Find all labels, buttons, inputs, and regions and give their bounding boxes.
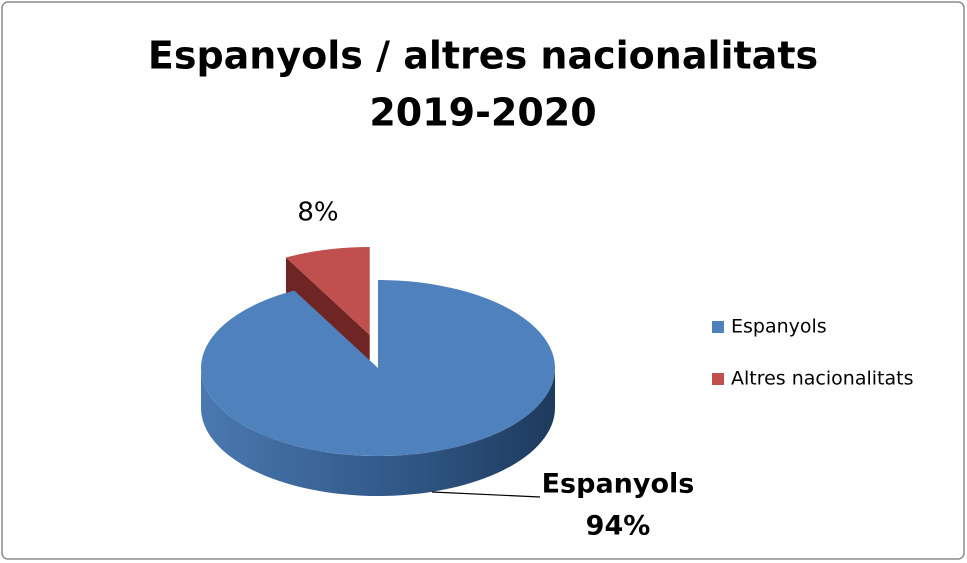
leader-line: [431, 491, 541, 498]
data-label: 94%: [586, 511, 651, 542]
legend-label: Espanyols: [731, 316, 827, 338]
chart-title: Espanyols / altres nacionalitats: [148, 34, 818, 78]
slice: [285, 247, 370, 336]
data-label-category: Espanyols: [542, 469, 695, 500]
chart-title: 2019-2020: [369, 91, 596, 135]
legend-swatch: [712, 321, 724, 333]
slice-side: [201, 368, 555, 496]
slice: [200, 280, 555, 456]
legend-label: Altres nacionalitats: [731, 368, 913, 390]
data-label: 8%: [297, 198, 338, 228]
legend-swatch: [712, 373, 724, 385]
